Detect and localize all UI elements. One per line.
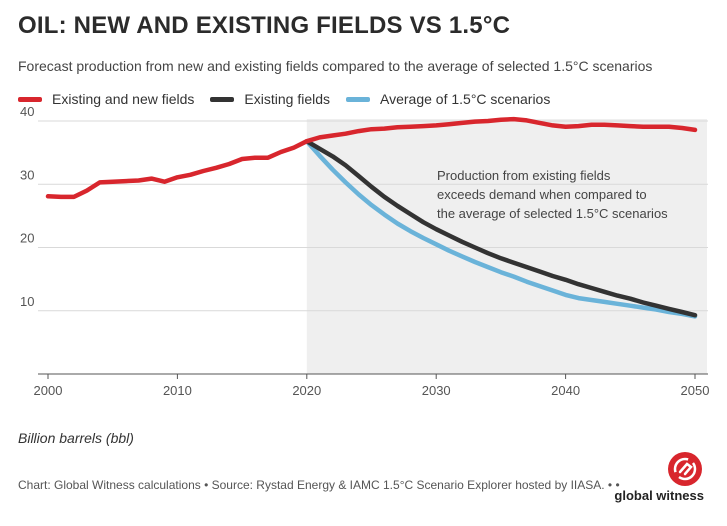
- series-line-existing-and-new: [45, 116, 698, 200]
- x-tick-label: 2040: [551, 383, 580, 398]
- source-note: Chart: Global Witness calculations • Sou…: [18, 478, 620, 492]
- x-tick-label: 2010: [163, 383, 192, 398]
- legend-label-existing-and-new: Existing and new fields: [52, 91, 195, 107]
- y-tick-label: 40: [20, 104, 34, 119]
- x-tick-label: 2020: [292, 383, 321, 398]
- legend-swatch-existing: [210, 96, 235, 102]
- series-line-existing: [304, 138, 698, 318]
- legend-label-existing: Existing fields: [244, 91, 331, 107]
- series-line-average-15c: [304, 138, 698, 319]
- chart-legend: Existing and new fields Existing fields …: [18, 91, 566, 107]
- legend-item-average-15c: Average of 1.5°C scenarios: [346, 91, 550, 107]
- legend-label-average-15c: Average of 1.5°C scenarios: [380, 91, 551, 107]
- legend-item-existing: Existing fields: [210, 91, 330, 107]
- x-tick-label: 2030: [422, 383, 451, 398]
- y-tick-label: 10: [20, 294, 34, 309]
- y-tick-label: 20: [20, 231, 34, 246]
- annotation-line: Production from existing fields: [437, 168, 611, 183]
- legend-item-existing-and-new: Existing and new fields: [18, 91, 194, 107]
- page-title: OIL: NEW AND EXISTING FIELDS VS 1.5°C: [18, 12, 511, 39]
- logo-mark-icon: [668, 452, 702, 486]
- annotation-line: exceeds demand when compared to: [437, 187, 647, 202]
- annotation-line: the average of selected 1.5°C scenarios: [437, 206, 668, 221]
- global-witness-logo: global witness: [614, 452, 704, 512]
- x-tick-label: 2050: [681, 383, 710, 398]
- chart-subtitle: Forecast production from new and existin…: [18, 58, 653, 74]
- legend-swatch-existing-and-new: [18, 96, 42, 102]
- forecast-shaded-region: [306, 119, 707, 374]
- y-tick-label: 30: [20, 167, 34, 182]
- x-tick-label: 2000: [34, 383, 63, 398]
- logo-text: global witness: [614, 488, 704, 503]
- unit-label: Billion barrels (bbl): [18, 430, 134, 446]
- legend-swatch-average-15c: [346, 96, 371, 102]
